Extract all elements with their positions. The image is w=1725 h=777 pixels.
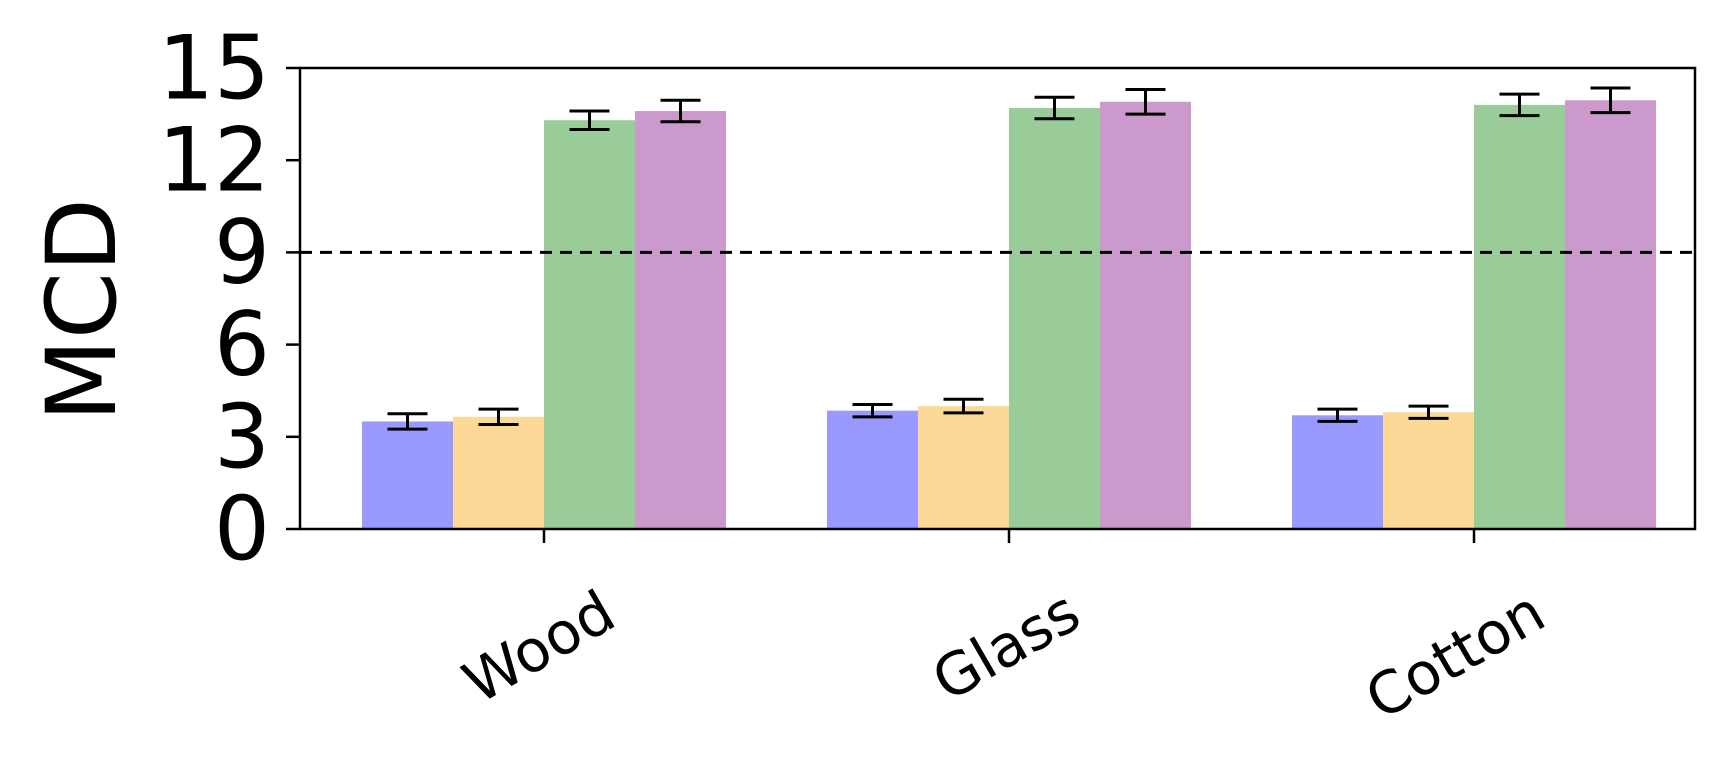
- error-bar: [1499, 92, 1540, 118]
- error-bar: [387, 412, 428, 431]
- x-axis: Wood Glass Cotton: [452, 529, 1556, 733]
- bar: [1383, 412, 1474, 529]
- bar: [1009, 107, 1100, 529]
- error-bar: [852, 403, 893, 419]
- error-bar: [1034, 95, 1075, 121]
- error-bar: [569, 109, 610, 131]
- bar: [1292, 415, 1383, 529]
- bar: [362, 421, 453, 529]
- y-tick-label: 12: [158, 109, 270, 212]
- bar: [1100, 101, 1191, 529]
- error-bar: [1590, 86, 1631, 115]
- y-tick-label: 0: [214, 478, 270, 581]
- bar: [918, 406, 1009, 529]
- error-bar: [1317, 407, 1358, 423]
- y-tick-label: 6: [214, 293, 270, 396]
- error-bar: [660, 98, 701, 124]
- bar: [453, 416, 544, 529]
- y-tick-label: 9: [214, 201, 270, 304]
- y-axis-label: MCD: [26, 198, 138, 422]
- bar: [1565, 100, 1656, 530]
- x-tick-label: Cotton: [1354, 577, 1556, 733]
- error-bar: [1125, 88, 1166, 116]
- x-tick-label: Wood: [452, 577, 626, 717]
- bar: [827, 410, 918, 529]
- x-tick-label: Glass: [921, 577, 1091, 714]
- bar: [1474, 104, 1565, 529]
- bars-layer: [362, 100, 1656, 530]
- y-tick-label: 15: [158, 17, 270, 120]
- y-tick-label: 3: [214, 385, 270, 488]
- plot-frame: [298, 66, 1697, 531]
- bar: [635, 111, 726, 529]
- error-bar: [478, 407, 519, 427]
- error-bar: [1408, 404, 1449, 420]
- error-bar: [943, 397, 984, 415]
- errorbars-layer: [387, 86, 1631, 431]
- bar: [544, 120, 635, 529]
